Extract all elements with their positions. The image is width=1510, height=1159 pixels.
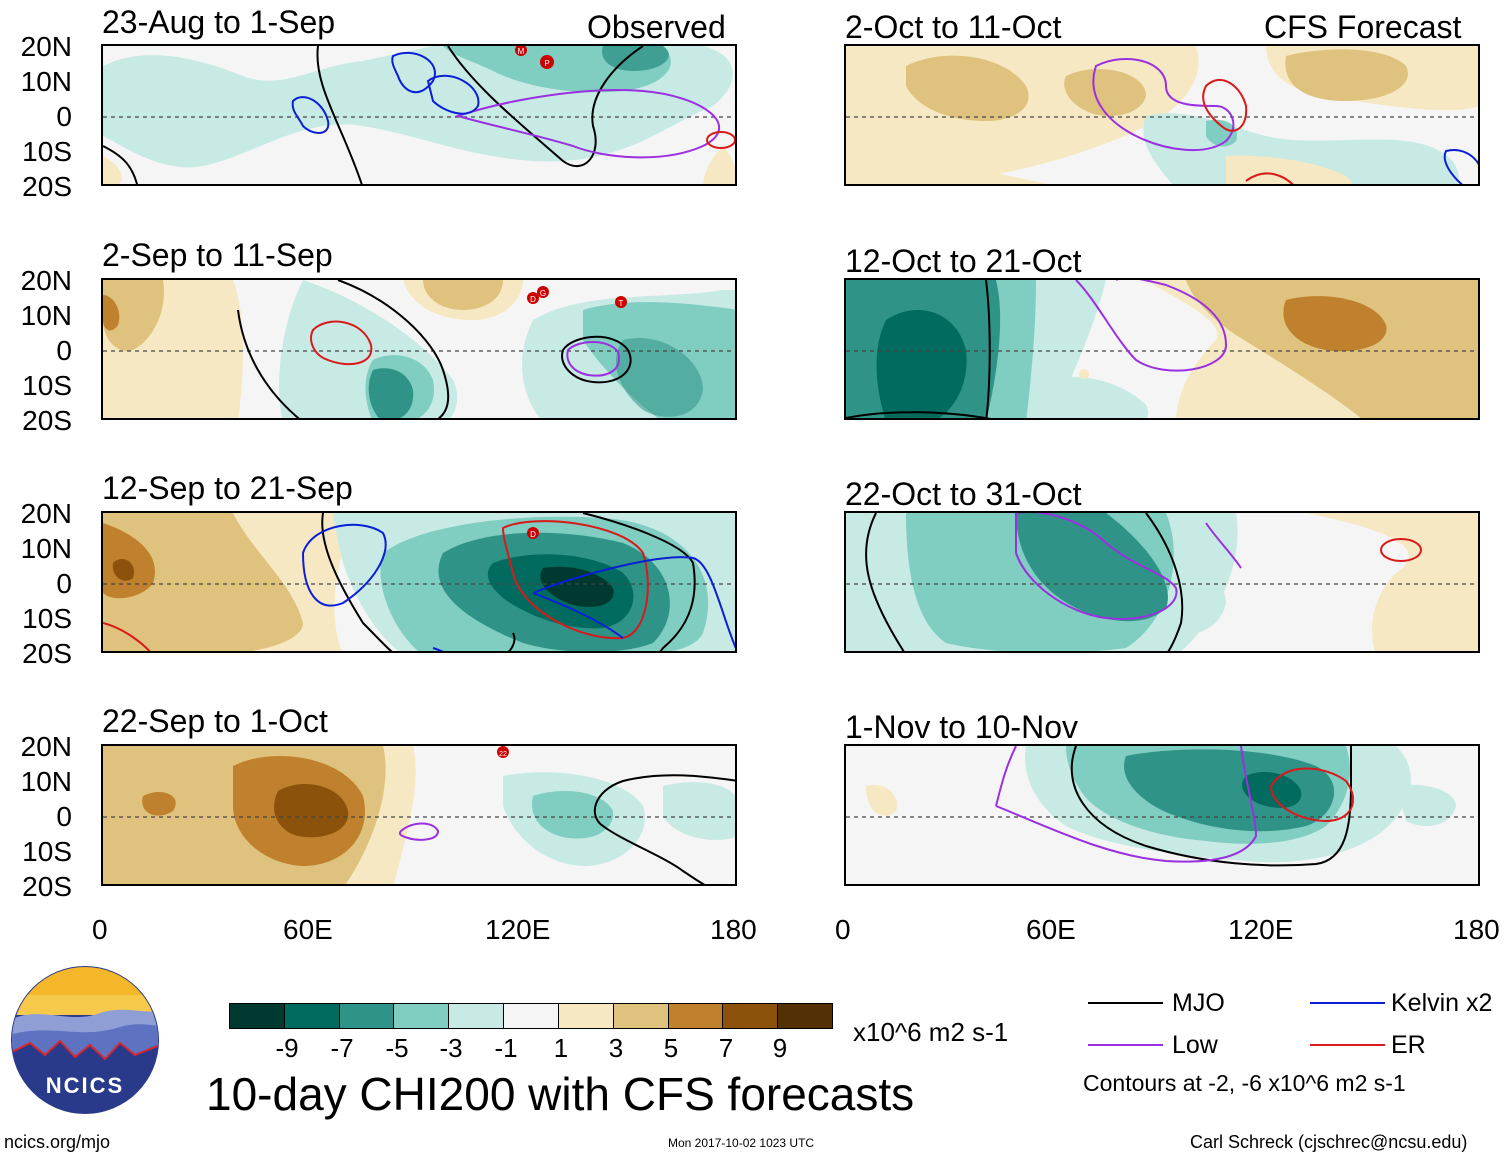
colorbar-label: 9 bbox=[772, 1033, 788, 1063]
lon-label: 60E bbox=[283, 914, 333, 945]
lat-label: 0 bbox=[56, 101, 72, 132]
colorbar-label: 1 bbox=[553, 1033, 569, 1063]
logo-text: NCICS bbox=[46, 1073, 124, 1098]
colorbar bbox=[229, 1003, 833, 1029]
storm-label: T bbox=[619, 299, 624, 308]
legend-label-er: ER bbox=[1391, 1031, 1426, 1059]
map-panel-4: 22 bbox=[101, 744, 737, 886]
lat-label: 0 bbox=[56, 801, 72, 832]
map-panel-3: D bbox=[101, 511, 737, 653]
lat-label: 20S bbox=[22, 638, 72, 669]
main-title: 10-day CHI200 with CFS forecasts bbox=[206, 1068, 915, 1120]
colorbar-swatch bbox=[503, 1004, 558, 1028]
lat-label: 10S bbox=[22, 836, 72, 867]
colorbar-label: -9 bbox=[275, 1033, 299, 1063]
panel-title-4: 22-Sep to 1-Oct bbox=[102, 703, 328, 739]
legend-line-mjo bbox=[1088, 1002, 1163, 1004]
legend-label-kelvin: Kelvin x2 bbox=[1391, 989, 1493, 1017]
lon-label: 0 bbox=[835, 914, 851, 945]
legend-label-mjo: MJO bbox=[1172, 989, 1225, 1017]
legend-line-low bbox=[1088, 1044, 1163, 1046]
lon-label: 180 bbox=[710, 914, 757, 945]
panel-title-1: 23-Aug to 1-Sep bbox=[102, 4, 336, 40]
footer-timestamp: Mon 2017-10-02 1023 UTC bbox=[668, 1136, 815, 1150]
legend-line-kelvin bbox=[1310, 1002, 1385, 1004]
lon-label: 60E bbox=[1026, 914, 1076, 945]
colorbar-swatch bbox=[557, 1004, 613, 1028]
lat-label: 10S bbox=[22, 370, 72, 401]
colorbar-label: 7 bbox=[718, 1033, 734, 1063]
lat-label: 10S bbox=[22, 136, 72, 167]
map-panel-1: M P bbox=[101, 44, 737, 186]
panel-title-3: 12-Sep to 21-Sep bbox=[102, 470, 353, 506]
colorbar-label: 3 bbox=[608, 1033, 624, 1063]
lon-label: 120E bbox=[1228, 914, 1294, 945]
lat-label: 0 bbox=[56, 568, 72, 599]
panel-title-6: 12-Oct to 21-Oct bbox=[845, 243, 1082, 279]
lat-label: 20N bbox=[20, 498, 72, 529]
lon-label: 180 bbox=[1453, 914, 1500, 945]
storm-label: 22 bbox=[499, 751, 507, 758]
map-panel-5 bbox=[844, 44, 1480, 186]
lat-label: 20N bbox=[20, 265, 72, 296]
lon-label: 0 bbox=[92, 914, 108, 945]
colorbar-label: -1 bbox=[494, 1033, 518, 1063]
lat-label: 20N bbox=[20, 31, 72, 62]
map-panel-2: D G T bbox=[101, 278, 737, 420]
lat-label: 10S bbox=[22, 603, 72, 634]
map-panel-7 bbox=[844, 511, 1480, 653]
colorbar-swatch bbox=[612, 1004, 668, 1028]
storm-label: M bbox=[518, 47, 525, 56]
storm-label: D bbox=[530, 295, 536, 304]
map-panel-8 bbox=[844, 744, 1480, 886]
lat-label: 10N bbox=[20, 300, 72, 331]
colorbar-swatch bbox=[393, 1004, 449, 1028]
lon-label: 120E bbox=[485, 914, 551, 945]
legend-label-low: Low bbox=[1172, 1031, 1218, 1059]
storm-label: P bbox=[544, 59, 549, 68]
lat-label: 20N bbox=[20, 731, 72, 762]
lat-label: 20S bbox=[22, 171, 72, 202]
storm-label: G bbox=[540, 289, 546, 298]
panel-title-8: 1-Nov to 10-Nov bbox=[845, 709, 1078, 745]
colorbar-label: 5 bbox=[663, 1033, 679, 1063]
colorbar-swatch bbox=[667, 1004, 723, 1028]
colorbar-swatch bbox=[338, 1004, 394, 1028]
footer-author: Carl Schreck (cjschrec@ncsu.edu) bbox=[1190, 1132, 1468, 1152]
lat-label: 10N bbox=[20, 66, 72, 97]
colorbar-units: x10^6 m2 s-1 bbox=[853, 1017, 1009, 1047]
colorbar-swatch bbox=[777, 1004, 832, 1028]
lat-label: 10N bbox=[20, 533, 72, 564]
map-panel-6 bbox=[844, 278, 1480, 420]
lat-label: 0 bbox=[56, 335, 72, 366]
ncics-logo: NCICS bbox=[10, 965, 160, 1115]
panel-title-7: 22-Oct to 31-Oct bbox=[845, 476, 1082, 512]
colorbar-swatch bbox=[283, 1004, 339, 1028]
observed-label: Observed bbox=[587, 9, 726, 45]
colorbar-swatch bbox=[722, 1004, 778, 1028]
panel-title-5: 2-Oct to 11-Oct bbox=[845, 9, 1062, 45]
colorbar-label: -7 bbox=[330, 1033, 354, 1063]
lat-label: 20S bbox=[22, 405, 72, 436]
legend-line-er bbox=[1310, 1044, 1385, 1046]
storm-label: D bbox=[530, 530, 536, 539]
forecast-label: CFS Forecast bbox=[1264, 9, 1462, 45]
footer-url[interactable]: ncics.org/mjo bbox=[4, 1132, 111, 1152]
colorbar-label: -3 bbox=[439, 1033, 463, 1063]
panel-title-2: 2-Sep to 11-Sep bbox=[102, 237, 333, 273]
colorbar-label: -5 bbox=[385, 1033, 409, 1063]
colorbar-swatch bbox=[448, 1004, 504, 1028]
lat-label: 10N bbox=[20, 766, 72, 797]
colorbar-swatch bbox=[230, 1004, 284, 1028]
lat-label: 20S bbox=[22, 871, 72, 902]
legend-note: Contours at -2, -6 x10^6 m2 s-1 bbox=[1083, 1070, 1406, 1096]
